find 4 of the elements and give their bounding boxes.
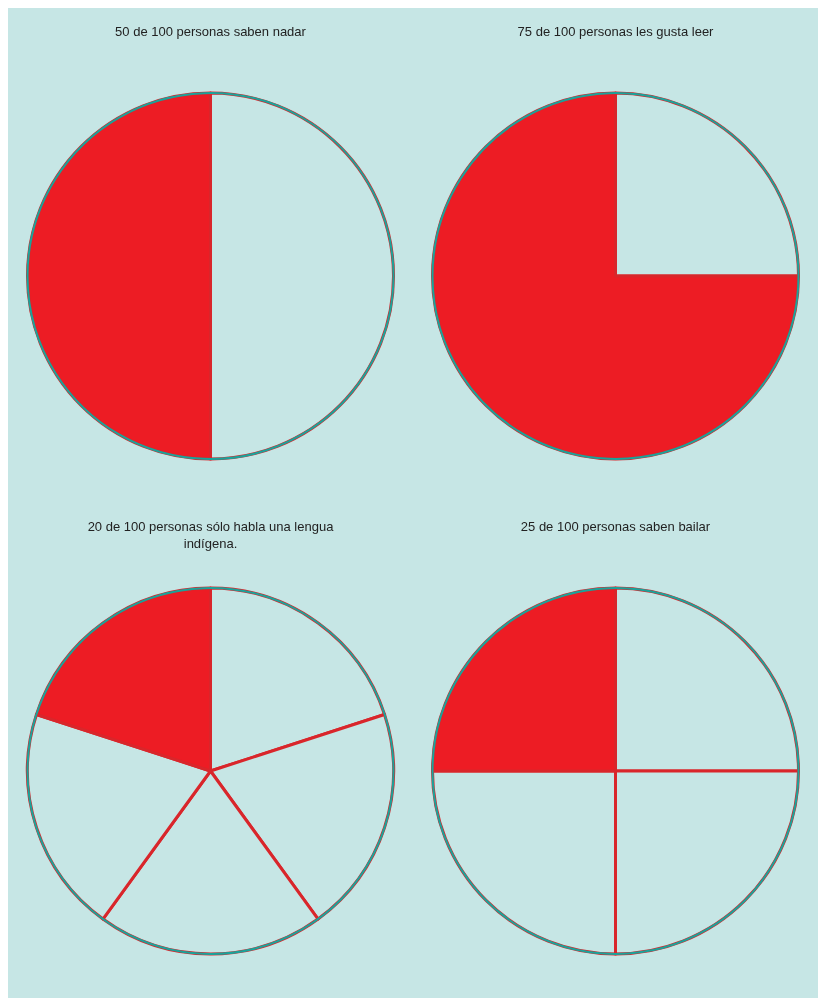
chart-title: 50 de 100 personas saben nadar [115,24,307,39]
chart-title: 20 de 100 personas sólo habla una lengua indígena. [87,519,335,551]
chart-title: 25 de 100 personas saben bailar [520,519,711,534]
chart-title: 75 de 100 personas les gusta leer [517,24,715,39]
